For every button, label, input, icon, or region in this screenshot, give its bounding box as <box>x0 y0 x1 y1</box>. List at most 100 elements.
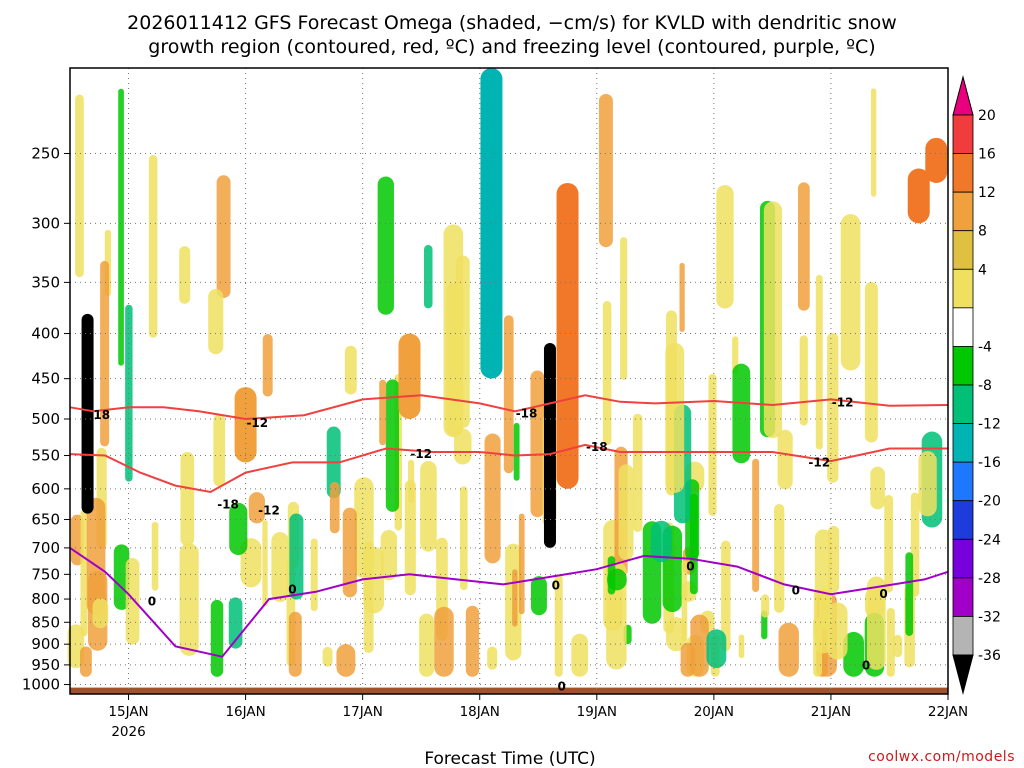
omega-streak <box>799 335 808 426</box>
omega-streak <box>404 480 416 596</box>
omega-streak <box>618 464 634 560</box>
colorbar-block <box>952 461 974 502</box>
omega-feature <box>907 168 930 224</box>
omega-streak <box>827 602 848 660</box>
x-tick-label: 22JAN <box>928 704 968 720</box>
omega-streak <box>424 245 433 309</box>
red-contour-label: -12 <box>258 504 280 518</box>
colorbar-block <box>952 346 974 386</box>
omega-streak <box>571 633 589 677</box>
omega-streak <box>380 530 398 581</box>
red-contour-label: -18 <box>217 497 239 511</box>
x-tick-label: 16JAN <box>225 704 265 720</box>
colorbar-label: -24 <box>978 532 1001 548</box>
red-contour-label: -18 <box>88 408 110 422</box>
colorbar-label: -20 <box>978 494 1001 510</box>
colorbar-top-arrow <box>952 75 974 116</box>
omega-streak <box>443 224 464 438</box>
omega-streak <box>179 543 199 656</box>
purple-contour-label: 0 <box>686 560 694 574</box>
omega-streak <box>554 574 563 677</box>
omega-streak <box>665 617 687 652</box>
omega-streak <box>342 507 357 598</box>
omega-feature <box>398 333 421 420</box>
omega-streak <box>70 514 84 566</box>
colorbar-block <box>952 191 974 232</box>
omega-streak <box>797 182 810 311</box>
omega-streak <box>80 509 88 637</box>
colorbar-block <box>952 500 974 540</box>
omega-streak <box>148 154 158 338</box>
omega-streak <box>310 538 318 612</box>
omega-streak <box>632 413 643 532</box>
colorbar-bottom-arrow <box>952 654 974 695</box>
omega-streak <box>465 605 480 677</box>
red-contour-label: -12 <box>832 396 854 410</box>
colorbar-label: -12 <box>978 417 1001 433</box>
y-tick-label: 1000 <box>22 676 60 694</box>
omega-streak <box>886 607 895 677</box>
omega-streak <box>459 486 468 591</box>
omega-streak <box>598 94 613 248</box>
omega-streak <box>125 557 140 645</box>
omega-streak <box>607 556 616 595</box>
omega-streak <box>454 428 472 465</box>
colorbar-label: 4 <box>978 262 987 278</box>
omega-streak <box>513 422 520 481</box>
omega-streak <box>385 379 400 512</box>
colorbar-label: -8 <box>978 378 992 394</box>
red-contour-label: -18 <box>516 407 538 421</box>
omega-streak <box>377 176 394 315</box>
omega-streak <box>512 569 518 627</box>
omega-streak <box>420 460 437 552</box>
red-contour-label: -12 <box>808 455 830 469</box>
red-contour-label: -18 <box>586 440 608 454</box>
omega-streak <box>180 451 195 547</box>
omega-streak <box>113 544 130 610</box>
x-tick-label: 19JAN <box>577 704 617 720</box>
purple-contour-label: 0 <box>792 583 800 597</box>
omega-streak <box>92 598 109 629</box>
omega-feature <box>556 182 579 489</box>
x-tick-label: 18JAN <box>460 704 500 720</box>
colorbar-block <box>952 384 974 424</box>
purple-contour-label: 0 <box>879 587 887 601</box>
omega-streak <box>815 274 823 450</box>
omega-streak <box>179 246 191 304</box>
omega-streak <box>336 644 356 677</box>
y-tick-label: 750 <box>31 565 60 583</box>
omega-texture <box>67 88 943 677</box>
omega-streak <box>620 237 628 380</box>
omega-streak <box>843 631 864 677</box>
omega-streak <box>518 513 525 615</box>
omega-streak <box>75 94 84 278</box>
colorbar-block <box>952 307 974 347</box>
omega-streak <box>763 201 783 439</box>
colorbar-block <box>952 114 974 154</box>
omega-streak <box>229 502 248 556</box>
red-contour-label: -12 <box>246 416 268 430</box>
omega-streak <box>344 345 357 395</box>
omega-streak <box>716 185 734 309</box>
omega-streak <box>379 379 387 446</box>
omega-streak <box>289 513 304 600</box>
omega-streak <box>774 503 785 613</box>
omega-streak <box>151 521 159 591</box>
chart-title-line-2: growth region (contoured, red, ºC) and f… <box>148 36 875 58</box>
omega-streak <box>732 336 739 375</box>
contour-freezing-level <box>69 547 949 658</box>
omega-streak <box>721 540 731 652</box>
omega-streak <box>689 493 698 595</box>
x-tick-label: 15JAN <box>108 704 148 720</box>
omega-streak <box>706 629 727 669</box>
omega-streak <box>870 466 885 510</box>
omega-streak <box>690 614 709 677</box>
colorbar-label: -36 <box>978 648 1001 664</box>
colorbar-block <box>952 153 974 193</box>
plot-frame <box>69 67 949 695</box>
y-tick-label: 400 <box>31 325 60 343</box>
omega-streak <box>100 260 110 447</box>
omega-streak <box>208 289 224 355</box>
omega-streak <box>434 606 454 677</box>
